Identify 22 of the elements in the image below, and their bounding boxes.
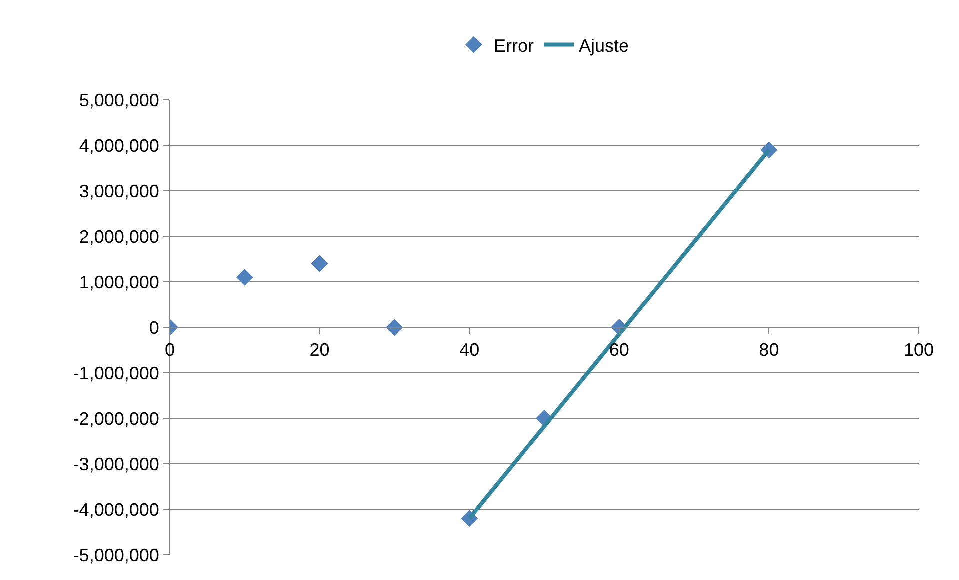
point (311, 255, 328, 272)
y-tick-label: -4,000,000 (73, 500, 160, 520)
point (386, 319, 404, 336)
x-tick-label: 0 (164, 340, 176, 360)
y-tick-label: 2,000,000 (79, 226, 160, 247)
y-tick-label: -2,000,000 (73, 408, 160, 429)
x-tick-label: 20 (310, 340, 330, 360)
y-tick-label: -5,000,000 (73, 545, 160, 566)
x-tick-label: 40 (460, 340, 480, 360)
y-tick-label: 0 (149, 318, 160, 338)
legend-label: Error (494, 36, 534, 56)
y-tick-label: 5,000,000 (79, 90, 160, 110)
x-tick-label: 100 (904, 340, 934, 360)
y-tick-label: 1,000,000 (79, 272, 160, 292)
y-tick-label: 3,000,000 (79, 181, 160, 202)
y-tick-label: 4,000,000 (79, 136, 160, 156)
x-tick-label: 80 (759, 340, 780, 360)
point (236, 269, 254, 286)
y-tick-label: -3,000,000 (73, 454, 160, 474)
x-tick-label: 60 (609, 340, 630, 360)
legend-label: Ajuste (579, 36, 630, 56)
y-tick-label: -1,000,000 (73, 363, 160, 384)
